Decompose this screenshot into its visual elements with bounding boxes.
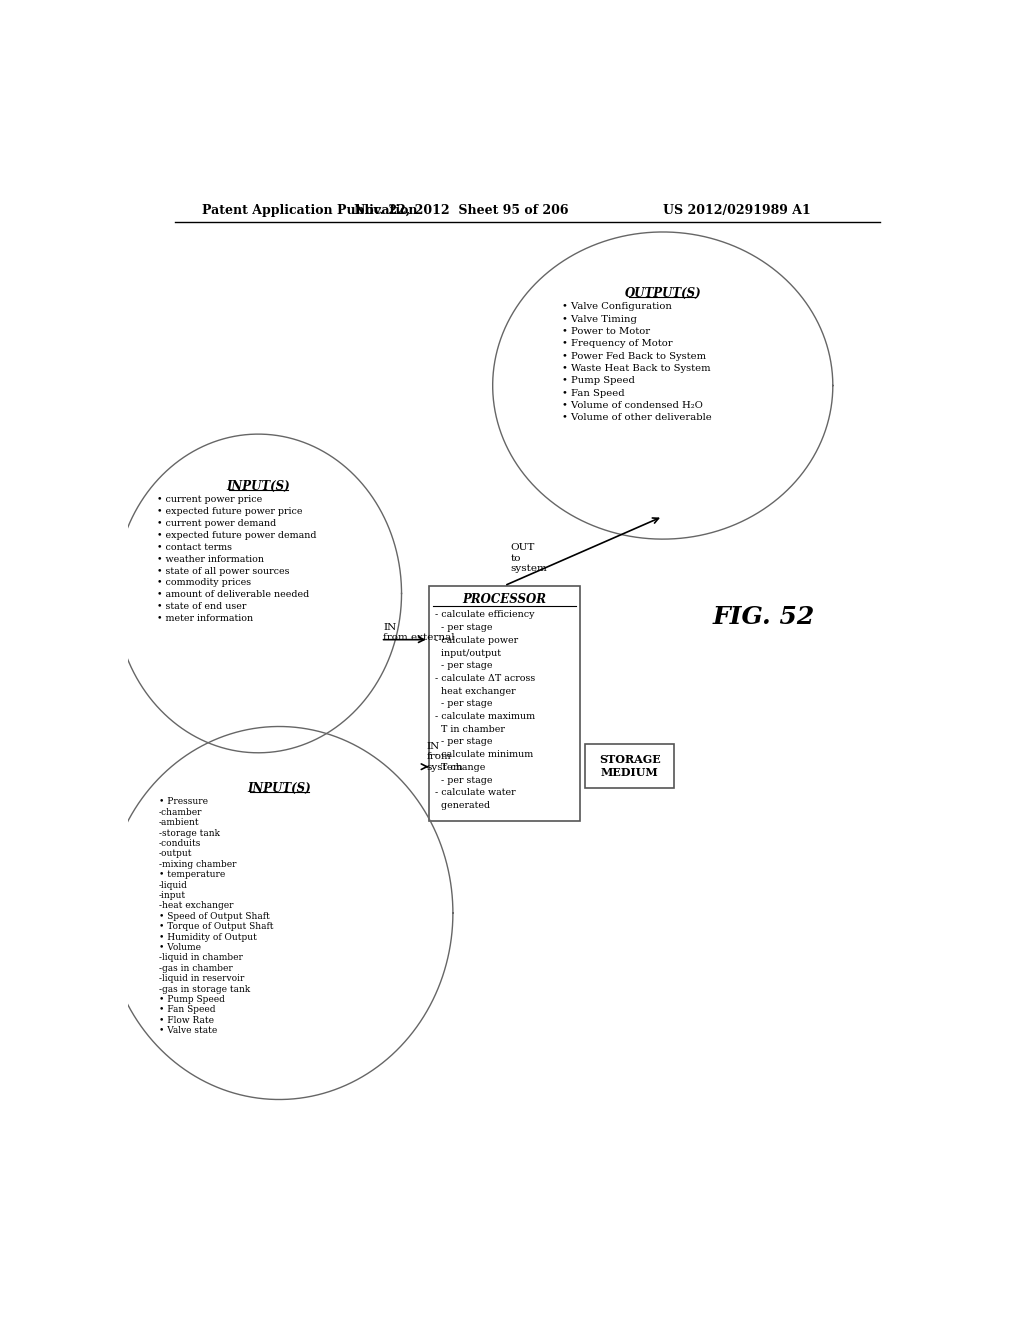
Text: • amount of deliverable needed: • amount of deliverable needed [158, 590, 309, 599]
Text: • expected future power demand: • expected future power demand [158, 531, 317, 540]
Text: • Pressure: • Pressure [159, 797, 208, 807]
Text: US 2012/0291989 A1: US 2012/0291989 A1 [663, 205, 811, 218]
Text: -output: -output [159, 850, 193, 858]
Text: • Valve state: • Valve state [159, 1026, 217, 1035]
Text: • current power demand: • current power demand [158, 519, 276, 528]
Text: heat exchanger: heat exchanger [435, 686, 515, 696]
Text: • Flow Rate: • Flow Rate [159, 1016, 214, 1024]
Text: • commodity prices: • commodity prices [158, 578, 252, 587]
Text: • Volume of other deliverable: • Volume of other deliverable [562, 413, 712, 422]
Text: Nov. 22, 2012  Sheet 95 of 206: Nov. 22, 2012 Sheet 95 of 206 [354, 205, 568, 218]
Text: -conduits: -conduits [159, 840, 202, 847]
Text: - per stage: - per stage [435, 623, 493, 632]
Text: • Power Fed Back to System: • Power Fed Back to System [562, 351, 707, 360]
Text: • Pump Speed: • Pump Speed [159, 995, 225, 1005]
Text: • weather information: • weather information [158, 554, 264, 564]
Text: • state of end user: • state of end user [158, 602, 247, 611]
Text: - calculate maximum: - calculate maximum [435, 711, 535, 721]
Text: input/output: input/output [435, 648, 501, 657]
Text: • state of all power sources: • state of all power sources [158, 566, 290, 576]
Polygon shape [105, 726, 453, 1100]
Text: -gas in chamber: -gas in chamber [159, 964, 232, 973]
Text: • Pump Speed: • Pump Speed [562, 376, 635, 385]
Text: - calculate efficiency: - calculate efficiency [435, 610, 535, 619]
FancyBboxPatch shape [429, 586, 580, 821]
Text: -heat exchanger: -heat exchanger [159, 902, 233, 911]
Text: -gas in storage tank: -gas in storage tank [159, 985, 250, 994]
Text: -mixing chamber: -mixing chamber [159, 859, 237, 869]
Text: • Power to Motor: • Power to Motor [562, 327, 650, 337]
Text: IN
from
system: IN from system [426, 742, 463, 772]
Text: -liquid in reservoir: -liquid in reservoir [159, 974, 245, 983]
Text: Patent Application Publication: Patent Application Publication [202, 205, 417, 218]
Polygon shape [115, 434, 401, 752]
Text: STORAGE
MEDIUM: STORAGE MEDIUM [599, 754, 660, 777]
FancyBboxPatch shape [586, 743, 675, 788]
Text: PROCESSOR: PROCESSOR [462, 594, 546, 606]
Text: • Volume of condensed H₂O: • Volume of condensed H₂O [562, 401, 702, 411]
Text: • Waste Heat Back to System: • Waste Heat Back to System [562, 364, 711, 374]
Text: • Humidity of Output: • Humidity of Output [159, 933, 257, 941]
Text: • contact terms: • contact terms [158, 543, 232, 552]
Text: T in chamber: T in chamber [435, 725, 505, 734]
Text: generated: generated [435, 801, 490, 810]
Text: • Fan Speed: • Fan Speed [159, 1006, 215, 1014]
Text: - per stage: - per stage [435, 776, 493, 784]
Text: OUT
to
system: OUT to system [510, 544, 547, 573]
Text: T change: T change [435, 763, 485, 772]
Text: • expected future power price: • expected future power price [158, 507, 303, 516]
Text: -chamber: -chamber [159, 808, 203, 817]
Text: IN
from external: IN from external [383, 623, 455, 642]
Text: - calculate water: - calculate water [435, 788, 515, 797]
Text: • Frequency of Motor: • Frequency of Motor [562, 339, 673, 348]
Text: • Fan Speed: • Fan Speed [562, 388, 625, 397]
Text: - per stage: - per stage [435, 700, 493, 709]
Text: • Valve Timing: • Valve Timing [562, 314, 637, 323]
Text: INPUT(S): INPUT(S) [248, 781, 311, 795]
Text: OUTPUT(S): OUTPUT(S) [625, 286, 701, 300]
Text: • current power price: • current power price [158, 495, 263, 504]
Text: • Speed of Output Shaft: • Speed of Output Shaft [159, 912, 269, 921]
Text: - per stage: - per stage [435, 661, 493, 671]
Text: • Volume: • Volume [159, 942, 201, 952]
Text: -input: -input [159, 891, 186, 900]
Text: -ambient: -ambient [159, 818, 200, 828]
Text: -liquid: -liquid [159, 880, 187, 890]
Text: • temperature: • temperature [159, 870, 225, 879]
Polygon shape [493, 232, 833, 539]
Text: FIG. 52: FIG. 52 [713, 605, 815, 630]
Text: - calculate minimum: - calculate minimum [435, 750, 534, 759]
Text: INPUT(S): INPUT(S) [226, 479, 290, 492]
Text: - per stage: - per stage [435, 738, 493, 746]
Text: - calculate power: - calculate power [435, 636, 518, 644]
Text: - calculate ΔT across: - calculate ΔT across [435, 675, 536, 682]
Text: • Valve Configuration: • Valve Configuration [562, 302, 672, 312]
Text: -liquid in chamber: -liquid in chamber [159, 953, 243, 962]
Text: -storage tank: -storage tank [159, 829, 220, 838]
Text: • meter information: • meter information [158, 614, 254, 623]
Text: • Torque of Output Shaft: • Torque of Output Shaft [159, 923, 273, 931]
